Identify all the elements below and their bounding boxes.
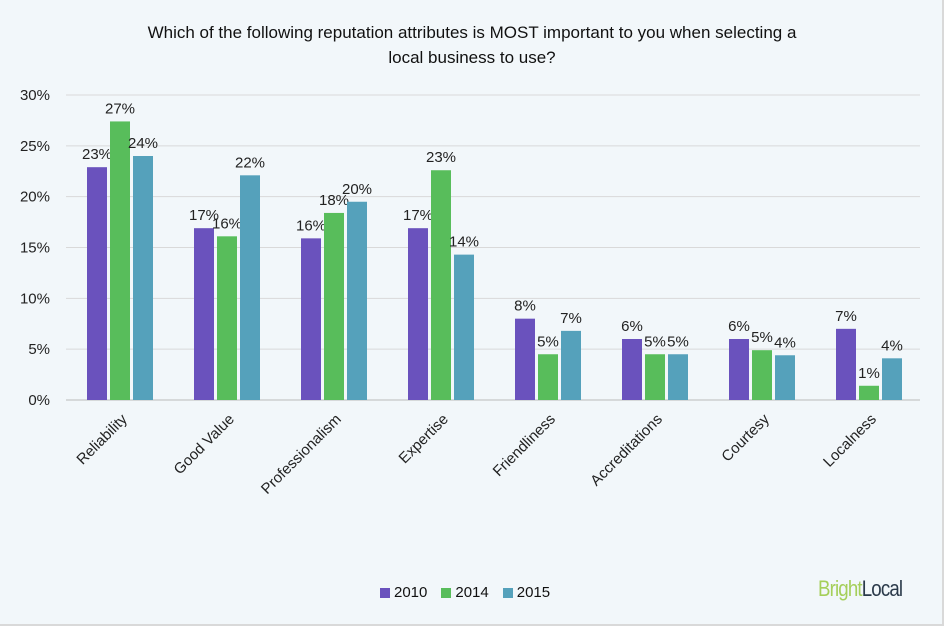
bar-2015 — [133, 156, 153, 400]
y-tick-label: 0% — [28, 392, 50, 409]
bar-2015 — [240, 175, 260, 400]
x-tick-label: Accreditations — [587, 411, 666, 490]
bar-2010 — [515, 318, 535, 400]
bar-2010 — [729, 339, 749, 400]
bar-2010 — [87, 167, 107, 400]
data-label: 18% — [319, 192, 349, 209]
data-label: 20% — [342, 181, 372, 198]
data-label: 23% — [426, 149, 456, 166]
legend-item-2010: 2010 — [380, 584, 427, 601]
y-tick-label: 30% — [20, 87, 50, 104]
x-tick-label: Reliability — [73, 410, 131, 468]
bar-2014 — [645, 354, 665, 400]
data-label: 5% — [644, 333, 666, 350]
chart-title-text: Which of the following reputation attrib… — [147, 23, 797, 67]
bar-2010 — [622, 339, 642, 400]
bar-2015 — [668, 354, 688, 400]
x-tick-label: Professionalism — [258, 411, 345, 498]
data-label: 16% — [296, 217, 326, 234]
legend-swatch — [502, 587, 513, 598]
x-tick-label: Friendliness — [490, 411, 559, 480]
data-label: 8% — [514, 298, 536, 315]
bar-2014 — [324, 212, 344, 400]
data-label: 5% — [751, 329, 773, 346]
data-label: 5% — [537, 333, 559, 350]
bar-2014 — [752, 350, 772, 400]
data-label: 23% — [82, 146, 112, 163]
data-label: 22% — [235, 154, 265, 171]
data-label: 6% — [621, 318, 643, 335]
chart-title: Which of the following reputation attrib… — [0, 20, 944, 70]
bar-2014 — [110, 121, 130, 400]
legend-label: 2010 — [394, 584, 428, 601]
bar-2010 — [194, 228, 214, 400]
y-tick-label: 5% — [28, 341, 50, 358]
data-label: 1% — [858, 365, 880, 382]
data-label: 7% — [560, 310, 582, 327]
legend-label: 2014 — [455, 584, 489, 601]
x-tick-label: Good Value — [171, 411, 238, 478]
legend-label: 2015 — [516, 584, 551, 601]
data-label: 27% — [105, 100, 135, 117]
bar-2014 — [217, 236, 237, 400]
bar-2014 — [431, 170, 451, 400]
bar-2014 — [859, 385, 879, 400]
bar-2015 — [882, 358, 902, 400]
data-label: 16% — [212, 215, 242, 232]
bar-2015 — [347, 201, 367, 400]
y-tick-label: 20% — [20, 189, 50, 206]
data-label: 5% — [667, 333, 689, 350]
legend-item-2015: 2015 — [502, 584, 551, 601]
brightlocal-logo: BrightLocal — [818, 576, 903, 601]
bar-2015 — [775, 355, 795, 400]
bar-2015 — [561, 330, 581, 400]
bar-2015 — [454, 254, 474, 400]
x-tick-label: Courtesy — [718, 410, 773, 465]
x-tick-label: Expertise — [396, 411, 452, 467]
legend-swatch — [380, 587, 390, 598]
legend-swatch — [441, 587, 452, 598]
y-tick-label: 25% — [20, 138, 50, 155]
data-label: 4% — [881, 337, 903, 354]
y-tick-label: 10% — [20, 290, 50, 307]
bar-2010 — [301, 238, 321, 400]
x-tick-label: Localness — [820, 411, 880, 471]
data-label: 17% — [189, 207, 219, 224]
data-label: 6% — [728, 318, 750, 335]
data-label: 7% — [835, 308, 857, 325]
bar-2010 — [408, 228, 428, 400]
data-label: 17% — [403, 207, 433, 224]
bar-2014 — [538, 354, 558, 400]
data-label: 24% — [128, 135, 158, 152]
data-label: 4% — [774, 334, 796, 351]
legend: 2010 2014 2015 — [380, 584, 550, 601]
legend-item-2014: 2014 — [441, 584, 489, 601]
bar-2010 — [836, 328, 856, 400]
data-label: 14% — [449, 234, 479, 251]
y-tick-label: 15% — [20, 240, 50, 257]
